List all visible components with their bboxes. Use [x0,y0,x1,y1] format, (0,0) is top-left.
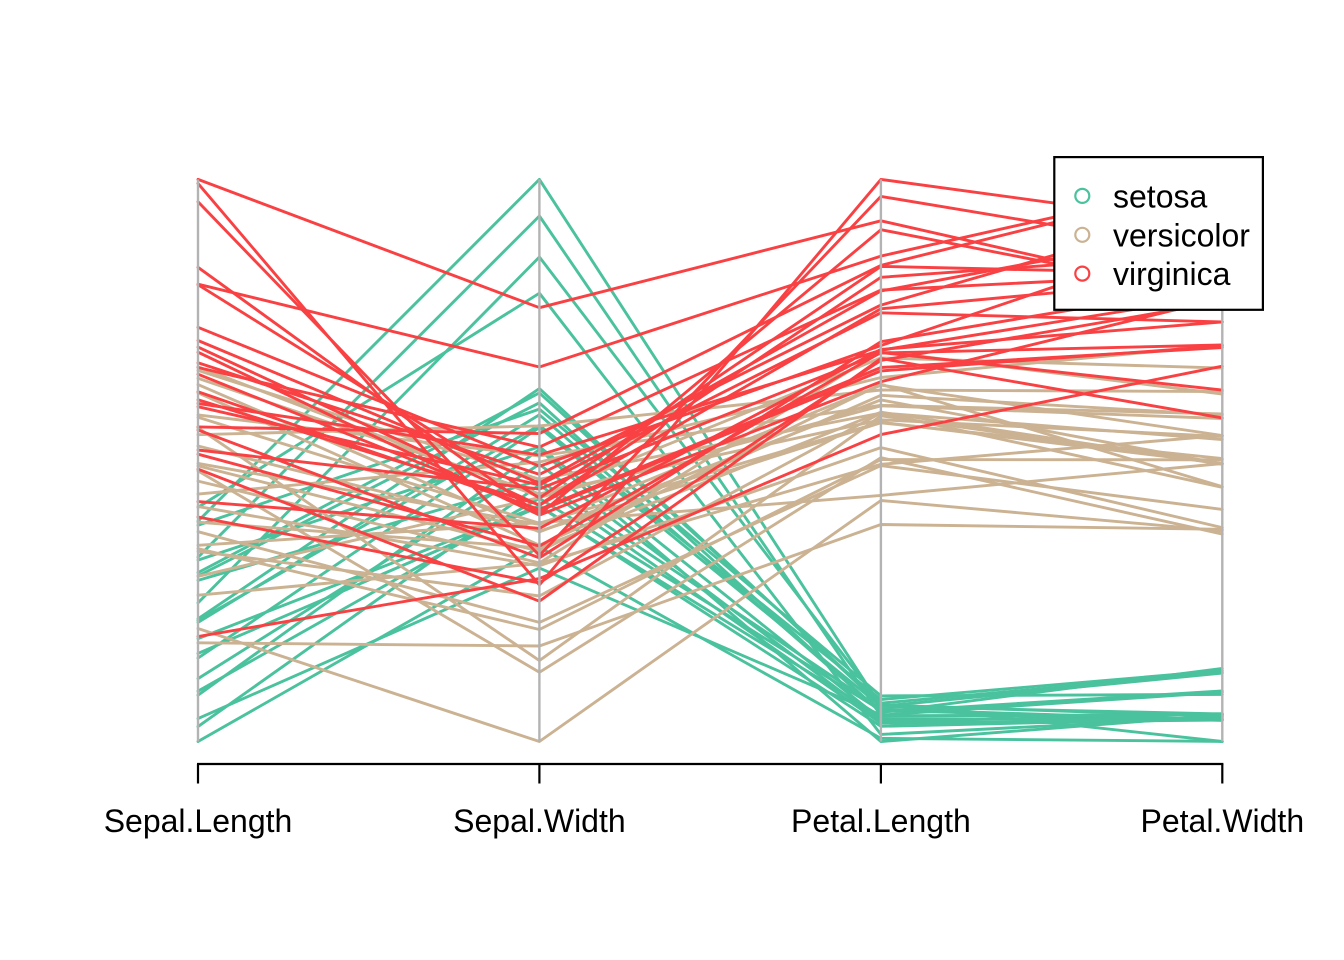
svg-text:Petal.Length: Petal.Length [791,803,971,839]
svg-text:virginica: virginica [1113,256,1231,292]
svg-text:Sepal.Width: Sepal.Width [453,803,626,839]
svg-text:Sepal.Length: Sepal.Length [104,803,293,839]
svg-text:versicolor: versicolor [1113,217,1250,253]
svg-text:Petal.Width: Petal.Width [1140,803,1304,839]
svg-text:setosa: setosa [1113,178,1207,214]
